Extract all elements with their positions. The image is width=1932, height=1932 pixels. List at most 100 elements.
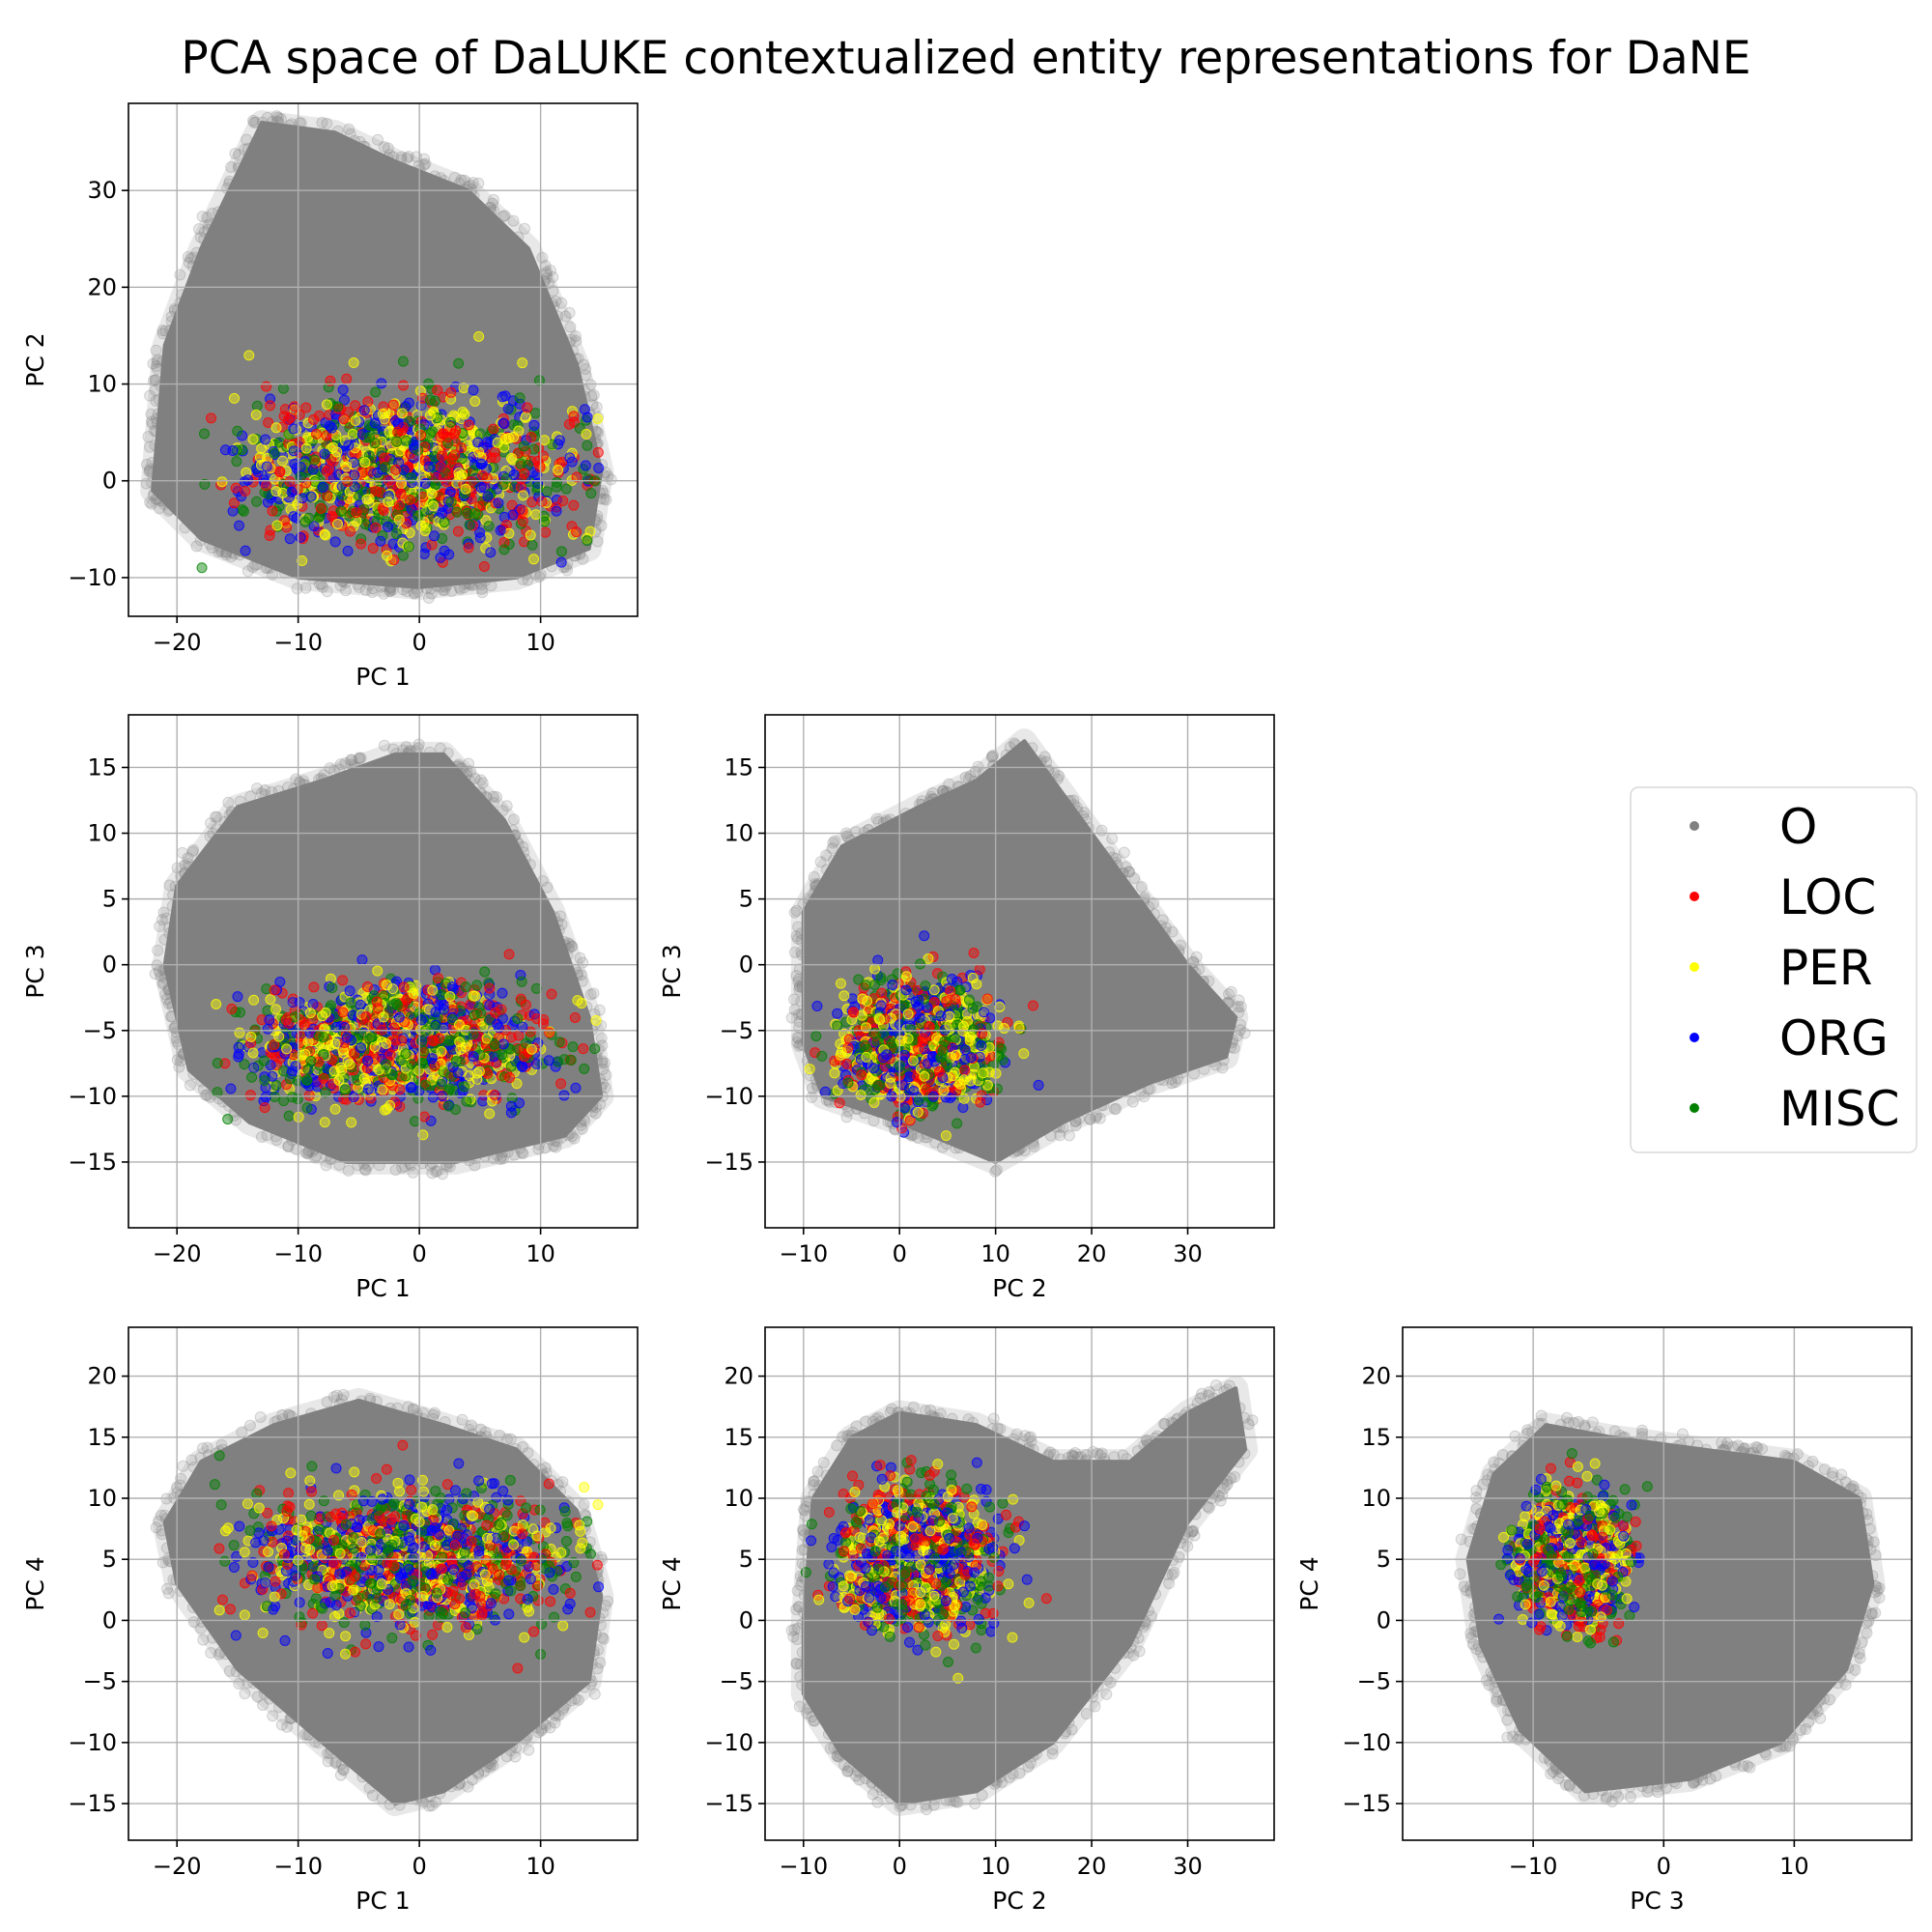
- point-loc: [394, 1084, 406, 1095]
- point-org: [264, 1014, 275, 1026]
- point-org: [375, 535, 386, 547]
- point-misc: [892, 968, 903, 980]
- point-o: [563, 938, 576, 951]
- point-o: [230, 1114, 242, 1126]
- point-o: [282, 1140, 295, 1152]
- point-o: [293, 776, 305, 788]
- point-loc: [490, 1007, 501, 1018]
- point-per: [396, 408, 408, 419]
- point-o: [547, 285, 559, 298]
- point-o: [497, 805, 509, 817]
- point-org: [239, 476, 250, 488]
- point-misc: [377, 529, 388, 541]
- point-o: [469, 1151, 481, 1164]
- point-o: [222, 796, 235, 809]
- point-o: [576, 1122, 588, 1135]
- point-o: [497, 211, 509, 223]
- point-o: [539, 1142, 552, 1154]
- point-o: [464, 775, 476, 787]
- point-o: [357, 140, 370, 153]
- point-per: [281, 1043, 293, 1055]
- point-o: [423, 746, 436, 758]
- point-per: [211, 998, 222, 1009]
- point-misc: [344, 422, 355, 434]
- point-o: [460, 769, 472, 781]
- point-o: [313, 578, 326, 590]
- point-o: [163, 503, 176, 516]
- point-o: [476, 777, 489, 789]
- point-o: [201, 211, 213, 223]
- point-o: [532, 1138, 545, 1151]
- point-o: [209, 810, 221, 823]
- point-o: [491, 1149, 503, 1161]
- point-per: [245, 1031, 257, 1042]
- point-loc: [517, 504, 528, 516]
- point-o: [507, 214, 520, 227]
- point-o: [156, 327, 169, 340]
- point-o: [453, 581, 466, 593]
- point-o: [593, 1004, 606, 1016]
- point-o: [358, 141, 371, 154]
- point-per: [358, 1072, 370, 1084]
- point-misc: [366, 1032, 378, 1043]
- point-o: [221, 183, 234, 195]
- point-o: [490, 791, 502, 804]
- point-per: [484, 1108, 496, 1120]
- point-o: [178, 1047, 190, 1060]
- point-loc: [440, 476, 452, 488]
- point-o: [399, 1160, 412, 1173]
- point-o: [197, 1083, 210, 1095]
- point-loc: [435, 461, 446, 472]
- point-per: [473, 330, 485, 342]
- point-o: [152, 944, 164, 956]
- point-o: [872, 815, 885, 828]
- y-tick-label: 10: [87, 820, 117, 847]
- point-loc: [551, 501, 562, 513]
- point-o: [596, 1055, 609, 1067]
- point-o: [605, 473, 617, 486]
- point-org: [234, 520, 245, 531]
- point-org: [355, 1042, 367, 1054]
- point-o: [207, 207, 219, 219]
- point-org: [423, 461, 435, 472]
- y-tick-label: 5: [102, 886, 117, 913]
- point-o: [561, 564, 574, 577]
- point-o: [144, 463, 156, 475]
- point-per: [270, 1004, 282, 1015]
- point-o: [177, 1048, 189, 1061]
- point-o: [1009, 739, 1021, 752]
- point-org: [307, 464, 319, 475]
- point-o: [384, 584, 396, 597]
- point-o: [519, 853, 531, 866]
- point-loc: [269, 984, 280, 996]
- point-per: [427, 984, 439, 996]
- point-o: [419, 157, 432, 170]
- point-o: [307, 573, 320, 585]
- point-misc: [301, 1074, 313, 1086]
- point-o: [386, 583, 399, 596]
- point-org: [551, 505, 562, 517]
- point-o: [594, 486, 607, 498]
- point-loc: [876, 987, 888, 999]
- point-o: [1134, 1085, 1147, 1097]
- point-org: [832, 1008, 843, 1019]
- y-tick-label: 0: [102, 952, 117, 979]
- point-o: [441, 747, 454, 759]
- point-o: [148, 424, 160, 437]
- point-o: [1117, 867, 1129, 879]
- point-org: [443, 549, 455, 560]
- point-loc: [259, 1102, 270, 1114]
- point-org: [521, 435, 532, 446]
- point-o: [561, 949, 574, 961]
- point-loc: [263, 416, 274, 428]
- point-o: [163, 879, 176, 892]
- point-o: [226, 546, 239, 558]
- point-org: [528, 419, 540, 431]
- point-per: [341, 461, 353, 472]
- point-o: [401, 581, 413, 593]
- point-o: [576, 975, 588, 987]
- point-org: [284, 533, 296, 545]
- point-o: [255, 1131, 268, 1144]
- point-loc: [515, 481, 526, 493]
- point-misc: [250, 433, 262, 444]
